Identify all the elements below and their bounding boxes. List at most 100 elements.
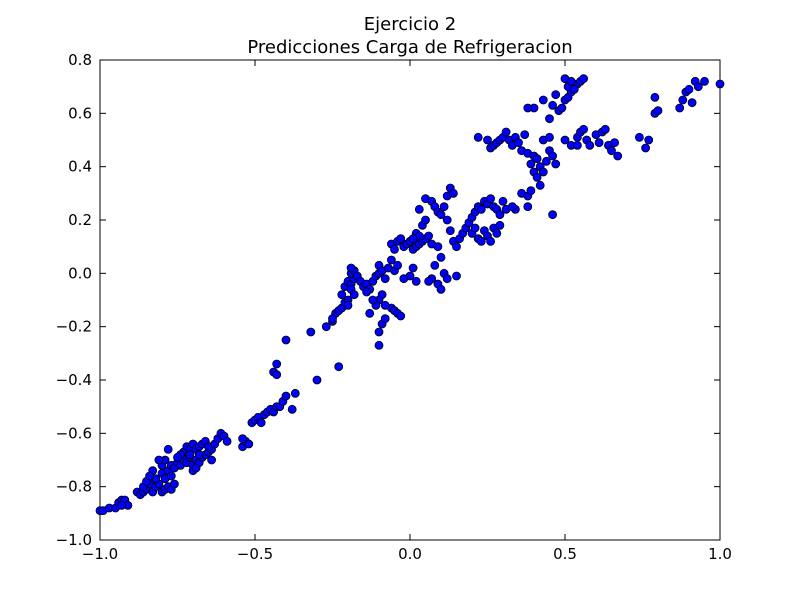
scatter-point [675, 103, 685, 113]
y-tick-label: −0.8 [56, 478, 92, 496]
scatter-point [635, 132, 644, 142]
scatter-point [495, 210, 505, 220]
y-tick-label: −0.2 [56, 318, 92, 336]
scatter-point [470, 223, 480, 233]
scatter-point [538, 167, 548, 177]
scatter-point [641, 143, 650, 153]
scatter-point [306, 327, 316, 337]
scatter-point [287, 404, 297, 414]
scatter-point [535, 180, 545, 190]
scatter-point [399, 274, 409, 284]
scatter-point [362, 287, 372, 297]
scatter-point [281, 335, 291, 345]
scatter-point [442, 215, 452, 225]
scatter-point [380, 274, 390, 284]
scatter-point [693, 82, 703, 92]
chart-title: Ejercicio 2 [364, 14, 456, 35]
scatter-point [281, 391, 291, 401]
scatter-point [421, 215, 430, 225]
x-tick-label: 1.0 [708, 545, 732, 563]
y-tick-label: −0.6 [56, 424, 92, 442]
scatter-point [436, 284, 446, 294]
scatter-point [526, 186, 536, 196]
scatter-point [272, 370, 282, 380]
scatter-point [557, 103, 567, 113]
scatter-point [256, 418, 266, 428]
scatter-point [687, 98, 697, 108]
scatter-point [569, 84, 579, 94]
scatter-point [650, 92, 660, 102]
scatter-point [523, 202, 533, 212]
scatter-point [191, 463, 201, 473]
scatter-point [476, 236, 486, 246]
scatter-point [507, 202, 517, 212]
scatter-point [445, 226, 455, 236]
y-tick-label: 0.0 [68, 264, 92, 282]
scatter-point [194, 450, 204, 460]
scatter-point [538, 95, 548, 105]
scatter-point [560, 135, 570, 145]
scatter-point [579, 74, 588, 84]
scatter-point [551, 159, 561, 169]
scatter-point [312, 375, 322, 385]
scatter-point [448, 188, 458, 198]
scatter-point [476, 204, 486, 214]
scatter-point [486, 236, 496, 246]
scatter-point [548, 100, 557, 110]
scatter-point [163, 444, 173, 454]
x-tick-label: 0.0 [398, 545, 422, 563]
y-tick-label: 0.8 [68, 51, 92, 69]
scatter-point [430, 260, 440, 270]
scatter-point [343, 300, 353, 310]
scatter-point [328, 314, 337, 324]
scatter-point [396, 234, 406, 244]
scatter-point [334, 362, 344, 372]
scatter-point [380, 314, 390, 324]
scatter-point [532, 172, 542, 182]
scatter-point [644, 135, 654, 145]
y-tick-label: 0.4 [68, 158, 92, 176]
scatter-point [411, 276, 421, 286]
scatter-point [238, 434, 248, 444]
scatter-point [368, 295, 378, 305]
scatter-point [600, 124, 610, 134]
scatter-point [551, 90, 561, 100]
scatter-point [579, 124, 588, 134]
scatter-point [573, 140, 582, 150]
scatter-point [207, 455, 217, 465]
scatter-point [585, 140, 595, 150]
scatter-point [166, 471, 176, 481]
scatter-point [154, 455, 164, 465]
scatter-point [244, 439, 254, 449]
scatter-point [185, 450, 195, 460]
scatter-point [715, 79, 725, 89]
scatter-point [495, 220, 505, 230]
axis-ticks [99, 59, 721, 541]
scatter-point [117, 500, 127, 510]
x-tick-label: 0.5 [553, 545, 577, 563]
scatter-point [374, 327, 384, 337]
scatter-point [374, 340, 384, 350]
scatter-point [145, 471, 155, 481]
scatter-point [545, 132, 554, 142]
x-tick-label: −1.0 [82, 545, 118, 563]
scatter-point [424, 276, 434, 286]
y-tick-label: −1.0 [56, 531, 92, 549]
scatter-point [439, 202, 449, 212]
scatter-point [414, 204, 424, 214]
scatter-point [390, 244, 399, 254]
scatter-point [436, 252, 446, 262]
scatter-point [684, 84, 694, 94]
scatter-point [532, 154, 542, 164]
scatter-point [678, 95, 688, 105]
scatter-point [548, 210, 557, 220]
x-tick-label: −0.5 [237, 545, 273, 563]
scatter-point [700, 76, 709, 86]
scatter-point [442, 274, 452, 284]
scatter-point [486, 194, 496, 204]
scatter-point [222, 436, 232, 446]
scatter-point [321, 322, 331, 332]
data-points [95, 74, 725, 516]
scatter-point [566, 76, 576, 86]
scatter-point [520, 130, 530, 140]
